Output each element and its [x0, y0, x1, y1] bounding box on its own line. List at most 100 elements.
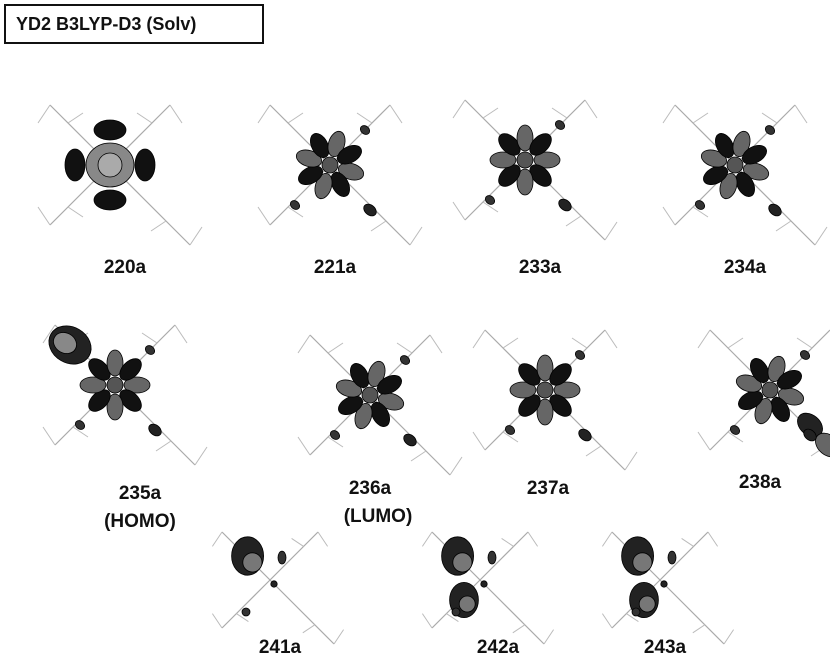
orbital-lobe	[488, 551, 496, 564]
orbital-lobe	[517, 152, 533, 168]
orbital-lobe	[329, 429, 342, 442]
orbital-lobe	[362, 387, 378, 403]
orbital-label: 236a	[349, 478, 392, 499]
molecule	[453, 100, 617, 240]
title: YD2 B3LYP-D3 (Solv)	[16, 14, 196, 34]
bond	[151, 221, 166, 231]
bond	[212, 532, 222, 546]
orbital-lobe	[146, 422, 163, 439]
bond	[528, 532, 538, 546]
bond	[298, 335, 310, 353]
bond	[38, 105, 50, 123]
orbital-lobe	[242, 608, 250, 616]
bond	[430, 335, 442, 353]
orbital-lobe	[453, 553, 472, 572]
orbital-lobe	[729, 424, 742, 437]
orbital-label: 238a	[739, 472, 782, 493]
bond	[142, 333, 157, 343]
orbital-lobe	[135, 149, 155, 181]
molecule	[298, 335, 462, 475]
orbital-lobe	[576, 427, 593, 444]
molecule	[38, 105, 202, 245]
bond	[585, 100, 597, 118]
bond	[43, 427, 55, 445]
bond	[422, 532, 432, 546]
orbital-lobe	[107, 377, 123, 393]
bond	[663, 105, 675, 123]
bond	[708, 532, 718, 546]
bond	[68, 113, 83, 123]
orbital-lobe	[289, 199, 302, 212]
bond	[288, 113, 303, 123]
orbital-label: 241a	[259, 637, 302, 658]
bond	[602, 532, 612, 546]
orbital-label: 233a	[519, 257, 562, 278]
molecule	[602, 532, 733, 644]
orbital-lobe	[632, 608, 640, 616]
orbital-label: 220a	[104, 257, 147, 278]
bond	[698, 432, 710, 450]
orbital-label: 234a	[724, 257, 767, 278]
orbital-note: (HOMO)	[104, 511, 176, 532]
bond	[762, 113, 777, 123]
orbital-lobe	[452, 608, 460, 616]
bond	[605, 222, 617, 240]
bond	[212, 614, 222, 628]
bond	[453, 202, 465, 220]
orbital-lobe	[271, 581, 277, 587]
bond	[552, 108, 567, 118]
bond	[422, 614, 432, 628]
bond	[258, 207, 270, 225]
bond	[137, 113, 152, 123]
bond	[68, 207, 83, 217]
bond	[625, 452, 637, 470]
orbital-lobe	[484, 194, 497, 207]
bond	[660, 580, 724, 644]
orbital-lobe	[556, 197, 573, 214]
bond	[270, 532, 318, 580]
bond	[503, 338, 518, 348]
bond	[544, 630, 554, 644]
bond	[815, 227, 827, 245]
bond	[298, 437, 310, 455]
bond	[371, 221, 386, 231]
bond	[776, 221, 791, 231]
bond	[397, 343, 412, 353]
bond	[170, 105, 182, 123]
orbital-note: (LUMO)	[344, 506, 413, 527]
bond	[693, 625, 705, 633]
orbital-label: 237a	[527, 478, 570, 499]
orbital-lobe	[727, 157, 743, 173]
bond	[698, 330, 710, 348]
bond	[390, 105, 402, 123]
molecule	[258, 105, 422, 245]
bond	[724, 630, 734, 644]
bond	[258, 105, 270, 123]
bond	[483, 108, 498, 118]
bond	[303, 625, 315, 633]
orbital-lobe	[661, 581, 667, 587]
bond	[605, 330, 617, 348]
orbital-lobe	[94, 120, 126, 140]
orbital-lobe	[65, 149, 85, 181]
molecule	[698, 330, 830, 470]
orbital-lobe	[243, 553, 262, 572]
bond	[195, 447, 207, 465]
bond	[572, 338, 587, 348]
bond	[660, 532, 708, 580]
orbital-label: 243a	[644, 637, 687, 658]
bond	[473, 432, 485, 450]
orbital-lobe	[537, 382, 553, 398]
orbital-lobe	[361, 202, 378, 219]
bond	[175, 325, 187, 343]
bond	[411, 451, 426, 461]
bond	[795, 105, 807, 123]
bond	[480, 580, 544, 644]
bond	[586, 446, 601, 456]
bond	[292, 538, 304, 546]
orbital-lobe	[639, 596, 655, 612]
bond	[328, 343, 343, 353]
orbital-lobe	[459, 596, 475, 612]
bond	[318, 532, 328, 546]
molecule	[473, 330, 637, 470]
